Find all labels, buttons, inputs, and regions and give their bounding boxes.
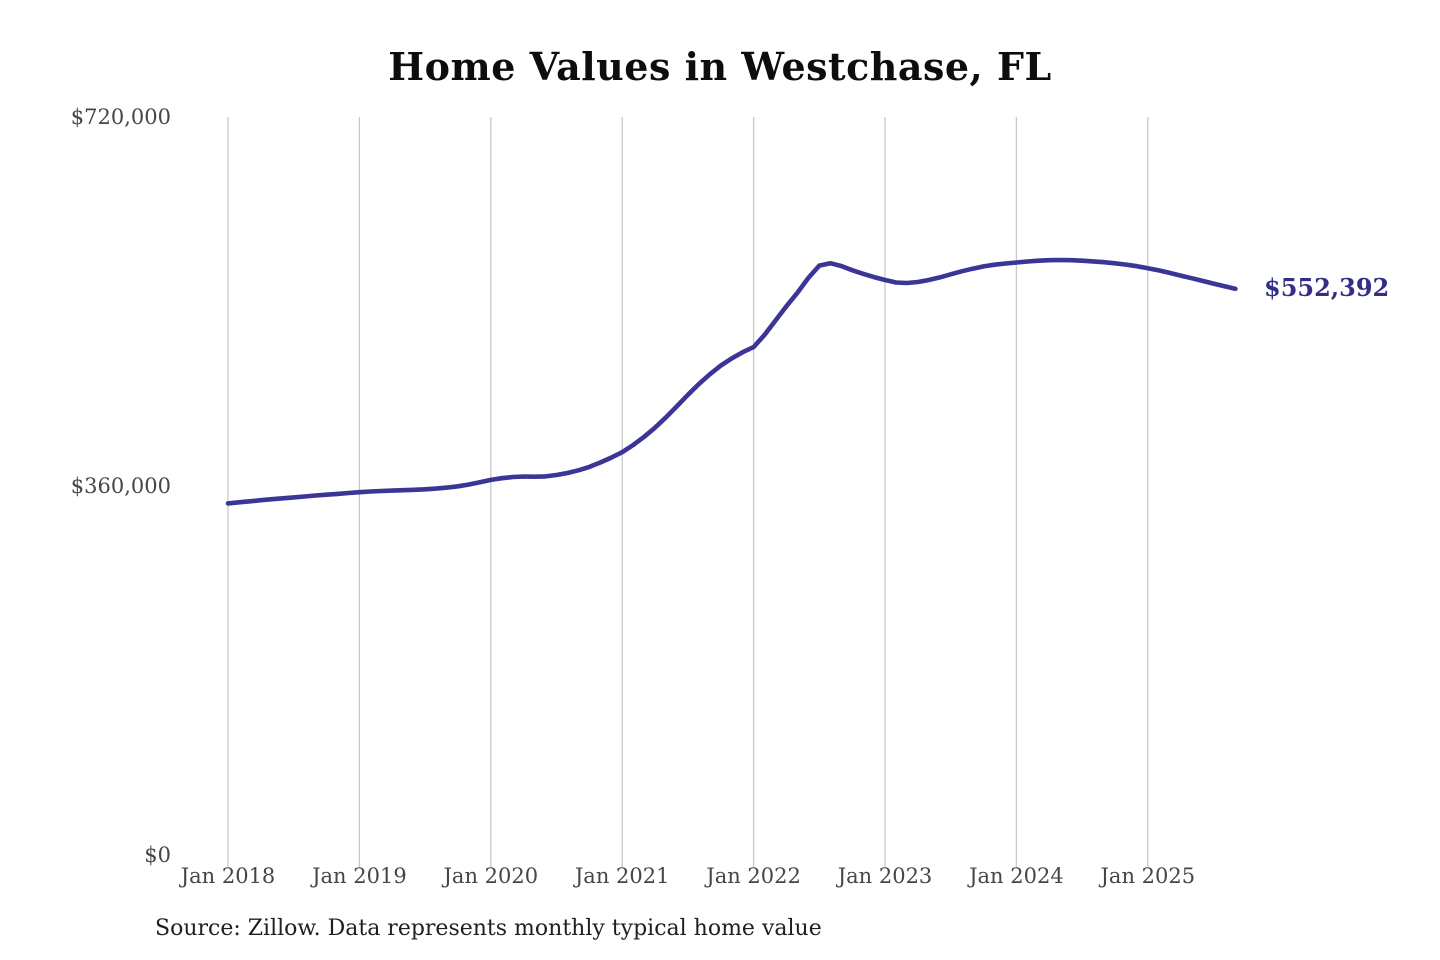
x-axis-tick-label: Jan 2022 bbox=[704, 864, 801, 888]
y-axis-tick-label: $0 bbox=[144, 843, 171, 867]
x-axis-tick-label: Jan 2019 bbox=[310, 864, 407, 888]
y-axis-tick-label: $360,000 bbox=[71, 474, 171, 498]
end-value-label: $552,392 bbox=[1264, 272, 1390, 302]
chart-title: Home Values in Westchase, FL bbox=[388, 44, 1052, 89]
y-axis-tick-label: $720,000 bbox=[71, 105, 171, 129]
x-axis-tick-label: Jan 2020 bbox=[442, 864, 539, 888]
x-axis-tick-label: Jan 2025 bbox=[1099, 864, 1196, 888]
source-note: Source: Zillow. Data represents monthly … bbox=[155, 916, 822, 941]
x-axis-tick-label: Jan 2024 bbox=[967, 864, 1064, 888]
x-axis-tick-label: Jan 2018 bbox=[179, 864, 276, 888]
home-value-line bbox=[225, 257, 1238, 506]
x-axis-tick-label: Jan 2021 bbox=[573, 864, 670, 888]
x-axis-tick-label: Jan 2023 bbox=[836, 864, 933, 888]
